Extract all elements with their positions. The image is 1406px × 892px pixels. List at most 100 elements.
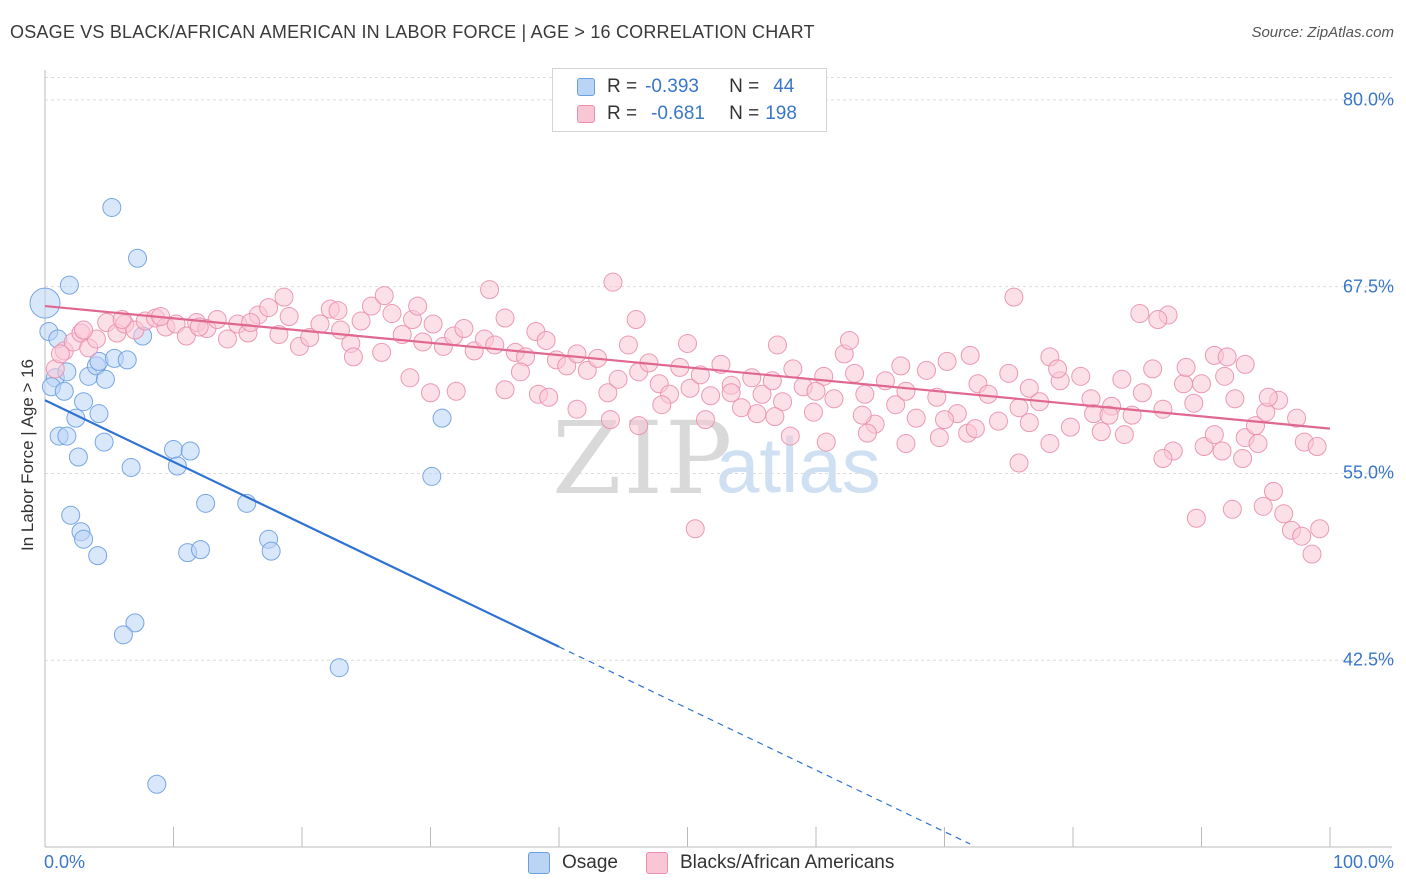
black-point-55 <box>598 383 618 403</box>
osage-point-10 <box>89 404 109 424</box>
black-point-169 <box>1153 449 1173 468</box>
osage-point-23 <box>121 457 141 477</box>
black-point-151 <box>446 381 466 401</box>
osage-point-21 <box>59 275 79 295</box>
black-point-191 <box>852 405 872 425</box>
black-point-103 <box>1091 422 1111 442</box>
black-point-133 <box>678 333 697 353</box>
black-point-34 <box>382 304 402 324</box>
black-point-185 <box>539 387 559 407</box>
black-point-27 <box>310 314 330 334</box>
black-point-193 <box>1019 413 1039 433</box>
y-tick-label-0: 80.0% <box>1342 89 1394 110</box>
black-point-26 <box>300 327 320 347</box>
black-point-129 <box>408 296 428 316</box>
black-point-84 <box>896 381 916 401</box>
black-point-86 <box>917 360 937 380</box>
black-point-96 <box>1019 378 1039 398</box>
osage-legend-swatch <box>528 852 550 874</box>
legend-item-osage: Osage <box>528 852 618 874</box>
black-point-158 <box>747 404 767 424</box>
black-point-166 <box>1040 434 1060 454</box>
osage-point-14 <box>94 432 114 452</box>
black-point-75 <box>803 402 823 422</box>
n-label: N = <box>729 76 760 97</box>
osage-point-22 <box>68 447 88 467</box>
osage-point-6 <box>74 392 94 412</box>
black-point-45 <box>495 308 515 328</box>
black-point-111 <box>1174 374 1194 394</box>
black-legend-label: Blacks/African Americans <box>680 852 895 873</box>
black-point-93 <box>988 411 1008 431</box>
black-point-125 <box>241 313 261 333</box>
osage-r-value: -0.393 <box>645 76 699 97</box>
black-point-192 <box>935 410 954 430</box>
black-point-56 <box>608 369 628 389</box>
black-r-value: -0.681 <box>651 103 705 124</box>
osage-trend-line <box>44 399 560 648</box>
osage-point-13 <box>57 426 77 446</box>
black-point-79 <box>845 363 865 383</box>
black-point-63 <box>680 378 700 398</box>
black-point-173 <box>1248 434 1268 454</box>
black-point-24 <box>279 307 299 327</box>
r-label: R = <box>607 76 638 97</box>
black-point-145 <box>1217 347 1237 367</box>
black-point-154 <box>567 399 587 419</box>
osage-point-24 <box>164 440 183 460</box>
black-point-159 <box>780 426 800 446</box>
black-point-132 <box>626 310 646 330</box>
black-point-139 <box>1048 359 1068 379</box>
black-point-124 <box>189 317 209 337</box>
black-point-52 <box>567 344 587 364</box>
black-point-174 <box>1263 481 1283 501</box>
black-point-87 <box>927 387 947 407</box>
osage-point-39 <box>329 658 349 678</box>
black-point-179 <box>1310 519 1330 539</box>
n-label: N = <box>729 103 760 124</box>
black-point-152 <box>495 380 515 400</box>
black-point-41 <box>454 319 474 339</box>
black-point-146 <box>1235 354 1255 374</box>
black-point-183 <box>421 383 440 403</box>
black-point-127 <box>328 301 348 321</box>
black-point-163 <box>929 428 949 448</box>
black-point-157 <box>721 383 741 403</box>
black-point-49 <box>536 330 556 350</box>
chart-title: OSAGE VS BLACK/AFRICAN AMERICAN IN LABOR… <box>10 22 815 42</box>
black-point-181 <box>1253 496 1273 516</box>
osage-point-19 <box>102 197 122 217</box>
black-point-165 <box>1009 453 1029 473</box>
black-legend-swatch <box>646 852 668 874</box>
black-point-130 <box>480 280 500 300</box>
osage-trend-extension <box>558 646 971 845</box>
black-point-57 <box>618 335 638 355</box>
black-point-187 <box>652 395 672 415</box>
black-point-189 <box>765 407 785 427</box>
y-tick-label-2: 55.0% <box>1342 462 1394 483</box>
x-tick-label-1: 100.0% <box>1332 852 1394 872</box>
black-point-128 <box>374 286 394 306</box>
black-point-92 <box>978 384 998 404</box>
black-point-164 <box>965 419 985 439</box>
black-point-161 <box>857 423 877 443</box>
black-point-140 <box>1130 304 1150 324</box>
osage-legend-label: Osage <box>562 852 618 873</box>
black-point-18 <box>217 329 237 349</box>
black-point-180 <box>1222 499 1242 519</box>
black-point-38 <box>423 314 443 334</box>
black-point-32 <box>361 296 381 316</box>
black-point-168 <box>1114 425 1134 445</box>
osage-point-34 <box>190 540 210 560</box>
black-point-100 <box>1060 417 1080 437</box>
osage-point-38 <box>113 625 133 645</box>
black-point-131 <box>603 272 623 292</box>
x-tick-label-0: 0.0% <box>44 852 86 872</box>
black-point-44 <box>485 335 505 355</box>
osage-point-32 <box>88 546 108 566</box>
black-point-136 <box>891 356 911 376</box>
black-point-142 <box>1148 310 1168 330</box>
osage-point-40 <box>422 466 442 486</box>
black-point-17 <box>207 310 227 330</box>
y-tick-label-1: 67.5% <box>1342 276 1394 297</box>
